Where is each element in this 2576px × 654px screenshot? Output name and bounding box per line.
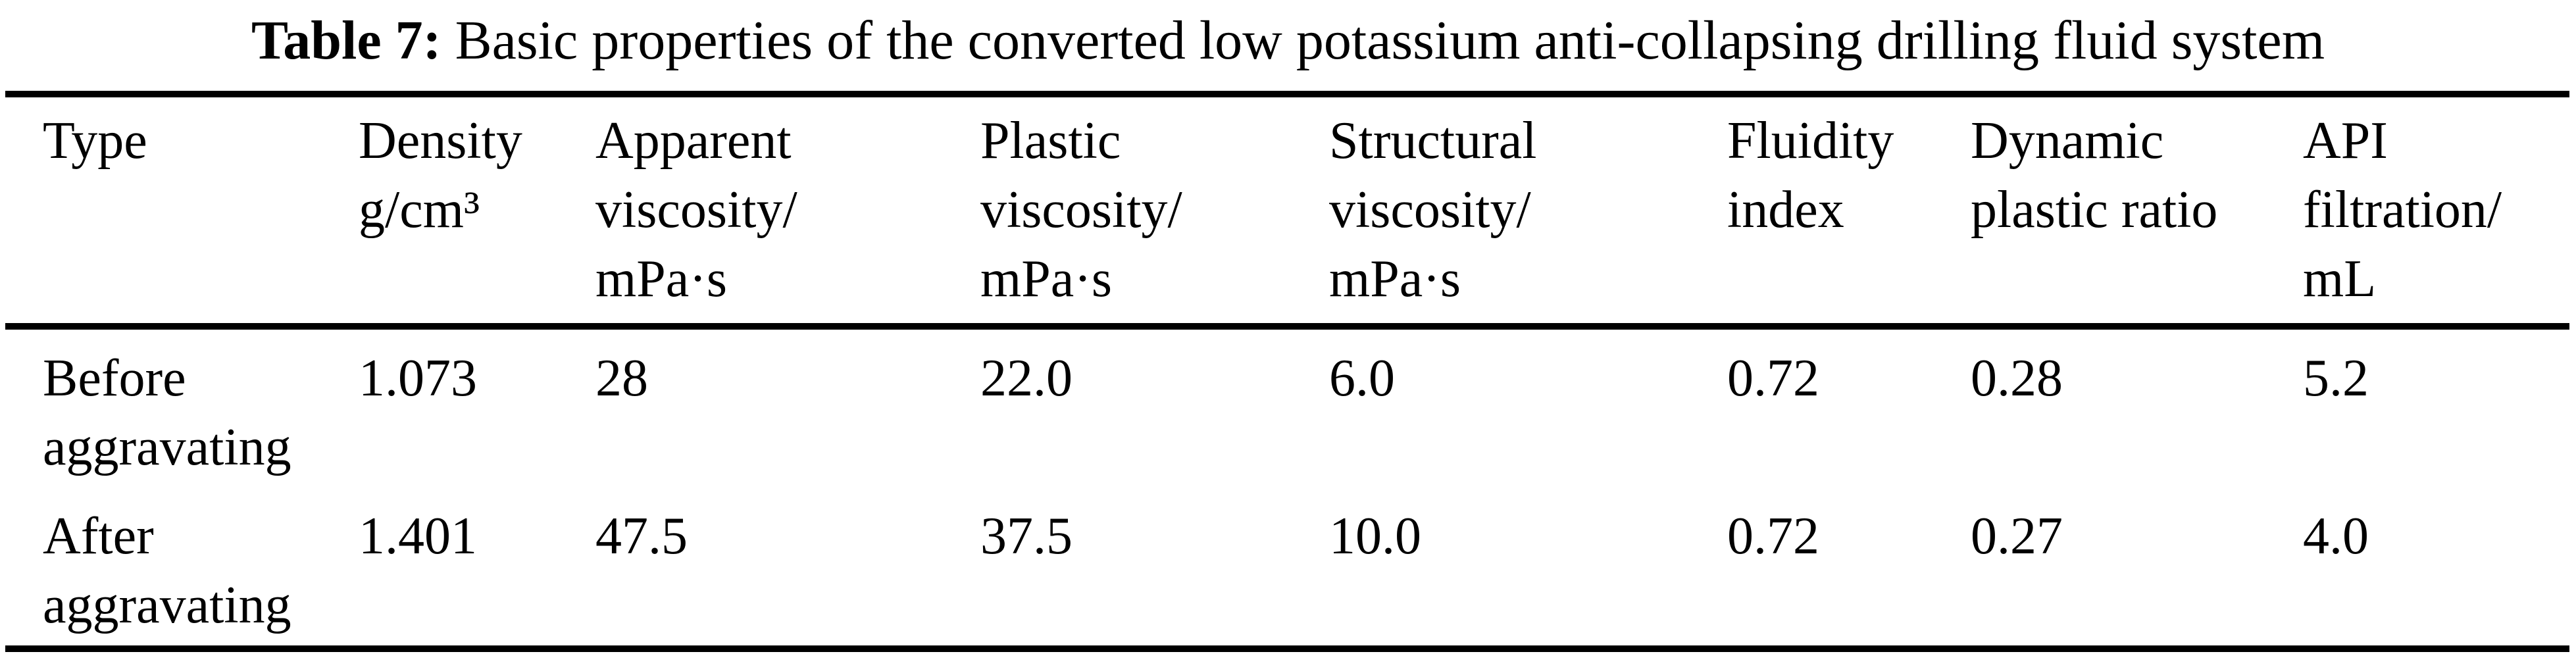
header-cell-fluidity-index: Fluidity index — [1727, 112, 1894, 239]
header-cell-dynamic-plastic-ratio: Dynamic plastic ratio — [1971, 112, 2218, 239]
header-cell-type: Type — [43, 112, 147, 170]
header-cell-apparent-viscosity: Apparent viscosity/ mPa·s — [595, 112, 797, 308]
cell-apparent-viscosity: 28 — [595, 349, 648, 407]
table-caption-label: Table 7: — [251, 10, 442, 71]
table-bottom-rule — [5, 645, 2569, 652]
table-header-row: Type Density g/cm³ Apparent viscosity/ m… — [0, 97, 2576, 323]
cell-dynamic-plastic-ratio: 0.27 — [1971, 507, 2063, 565]
header-cell-density: Density g/cm³ — [359, 112, 522, 239]
cell-fluidity-index: 0.72 — [1727, 349, 1819, 407]
table-header-separator-rule — [5, 323, 2569, 330]
cell-apparent-viscosity: 47.5 — [595, 507, 688, 565]
cell-plastic-viscosity: 37.5 — [980, 507, 1073, 565]
cell-api-filtration: 4.0 — [2303, 507, 2369, 565]
header-cell-structural-viscosity: Structural viscosity/ mPa·s — [1329, 112, 1537, 308]
cell-fluidity-index: 0.72 — [1727, 507, 1819, 565]
cell-structural-viscosity: 6.0 — [1329, 349, 1395, 407]
table-row-after-aggravating: After aggravating 1.401 47.5 37.5 10.0 0… — [0, 488, 2576, 645]
cell-plastic-viscosity: 22.0 — [980, 349, 1073, 407]
header-cell-api-filtration: API filtration/ mL — [2303, 112, 2502, 308]
table-top-rule — [5, 91, 2569, 97]
header-cell-plastic-viscosity: Plastic viscosity/ mPa·s — [980, 112, 1182, 308]
table-row-before-aggravating: Before aggravating 1.073 28 22.0 6.0 0.7… — [0, 330, 2576, 488]
table-caption: Table 7: Basic properties of the convert… — [0, 0, 2576, 91]
cell-structural-viscosity: 10.0 — [1329, 507, 1421, 565]
row-label: Before aggravating — [43, 349, 291, 476]
cell-density: 1.401 — [359, 507, 477, 565]
row-label: After aggravating — [43, 507, 291, 634]
cell-dynamic-plastic-ratio: 0.28 — [1971, 349, 2063, 407]
cell-density: 1.073 — [359, 349, 477, 407]
cell-api-filtration: 5.2 — [2303, 349, 2369, 407]
table-caption-text: Basic properties of the converted low po… — [441, 10, 2325, 71]
